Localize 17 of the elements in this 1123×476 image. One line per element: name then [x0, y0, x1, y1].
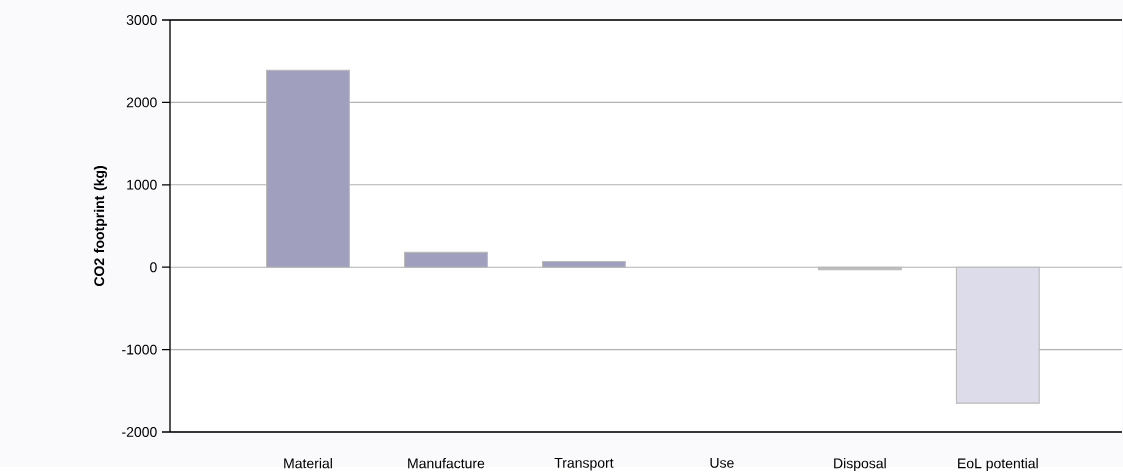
bar: [404, 252, 488, 268]
y-tick-label: 1000: [127, 180, 157, 190]
x-tick-label: Manufacture: [408, 458, 485, 469]
x-tick-label: Material: [284, 458, 332, 469]
x-tick-label: EoL potential: [958, 458, 1038, 472]
y-tick-label: -2000: [122, 427, 157, 438]
bar: [266, 69, 350, 268]
y-axis-title: CO2 footprint (kg): [93, 166, 108, 287]
bar: [541, 261, 626, 268]
y-tick-label: 0: [150, 262, 157, 273]
x-tick-label: Transport: [554, 458, 614, 471]
x-tick-label: Use: [710, 458, 734, 469]
x-tick-label: Disposal: [834, 458, 886, 472]
y-tick-label: 3000: [126, 15, 157, 26]
y-tick-label: 2000: [126, 97, 157, 108]
bar: [955, 266, 1040, 404]
y-tick-label: -1000: [122, 344, 157, 355]
